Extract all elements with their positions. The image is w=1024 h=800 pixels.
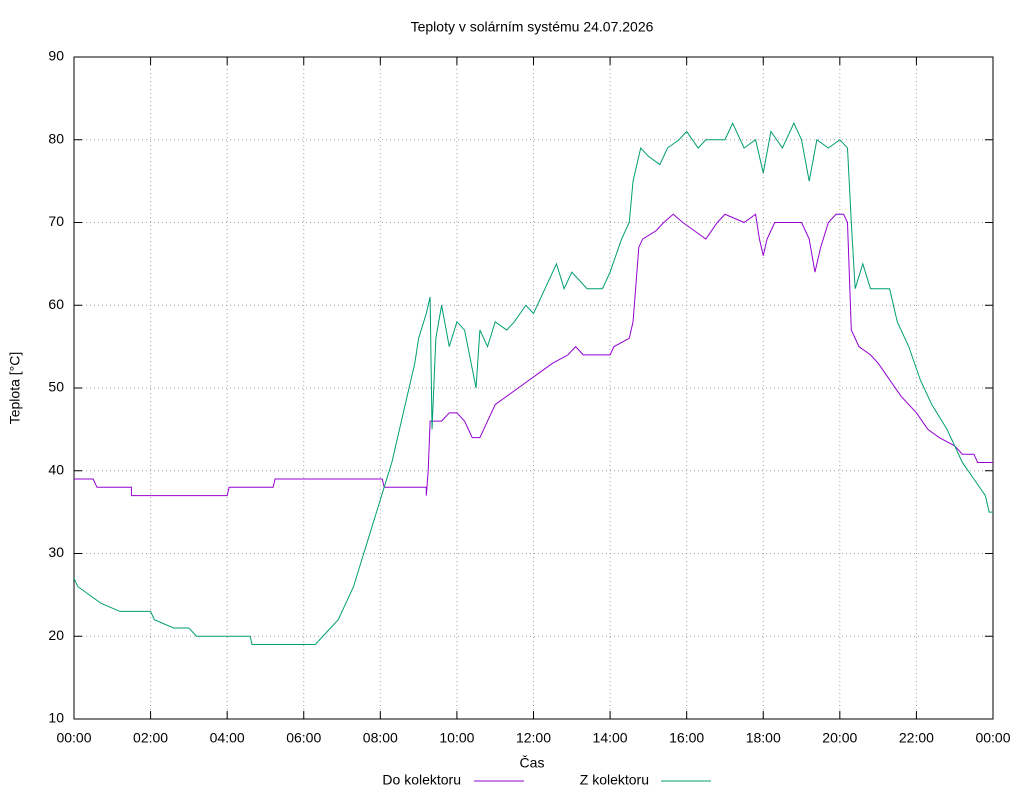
x-tick-label: 08:00 (363, 730, 398, 746)
y-tick-label: 70 (48, 213, 64, 229)
series-line (73, 122, 993, 646)
legend: Do kolektoru Z kolektoru (382, 772, 711, 788)
plot-border (73, 56, 994, 720)
legend-label: Z kolektoru (580, 772, 649, 788)
x-tick-label: 12:00 (516, 730, 551, 746)
legend-label: Do kolektoru (382, 772, 461, 788)
x-tick-label: 18:00 (746, 730, 781, 746)
x-tick-label: 10:00 (439, 730, 474, 746)
x-tick-label: 14:00 (593, 730, 628, 746)
x-tick-label: 00:00 (975, 730, 1010, 746)
x-tick-label: 06:00 (286, 730, 321, 746)
y-tick-label: 20 (48, 627, 64, 643)
x-axis-label: Čas (520, 755, 545, 771)
x-tick-label: 02:00 (133, 730, 168, 746)
x-tick-label: 00:00 (56, 730, 91, 746)
y-tick-label: 60 (48, 296, 64, 312)
y-tick-label: 40 (48, 461, 64, 477)
y-axis-label: Teplota [°C] (7, 352, 23, 425)
x-tick-label: 20:00 (822, 730, 857, 746)
y-tick-label: 30 (48, 544, 64, 560)
y-tick-label: 90 (48, 48, 64, 64)
x-tick-label: 04:00 (210, 730, 245, 746)
x-tick-label: 16:00 (669, 730, 704, 746)
x-tick-label: 22:00 (899, 730, 934, 746)
y-tick-label: 10 (48, 710, 64, 726)
chart-title: Teploty v solárním systému 24.07.2026 (411, 19, 654, 35)
series-line (74, 213, 993, 497)
y-tick-label: 80 (48, 130, 64, 146)
y-tick-label: 50 (48, 379, 64, 395)
